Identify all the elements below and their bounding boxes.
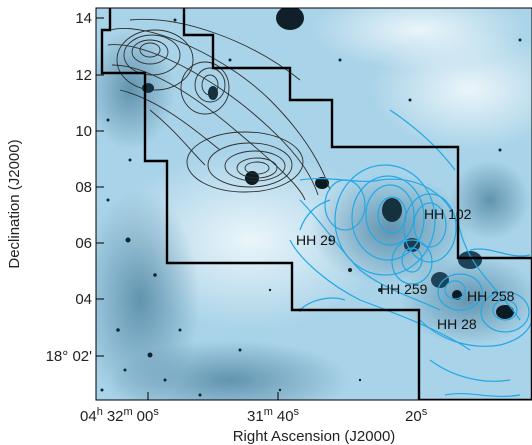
y-tick-label: 08 [75, 179, 92, 196]
x-tick-label-0432-00: 04h 32m 00s [80, 406, 159, 425]
x-tick-label-20: 20s [405, 406, 428, 425]
annotation-hh29: HH 29 [296, 232, 336, 248]
cyan-contours [289, 109, 532, 398]
annotation-hh102: HH 102 [424, 206, 472, 222]
y-ticks [96, 17, 104, 357]
annotation-hh258: HH 258 [467, 288, 515, 304]
y-tick-label: 04 [75, 291, 92, 308]
bright-star [276, 8, 304, 30]
annotation-hh259: HH 259 [380, 281, 428, 297]
image-frame [95, 7, 532, 401]
y-tick-label: 14 [75, 10, 92, 27]
y-tick-label: 18° 02' [46, 348, 93, 365]
x-axis-title: Right Ascension (J2000) [233, 428, 396, 445]
black-contours [107, 18, 331, 201]
y-tick-label: 06 [75, 235, 92, 252]
y-tick-label: 10 [75, 123, 92, 140]
annotation-hh28: HH 28 [437, 316, 477, 332]
sky-image [96, 8, 532, 400]
x-tick-label-3140: 31m 40s [247, 406, 300, 425]
survey-footprint [100, 8, 532, 400]
y-tick-label: 12 [75, 67, 92, 84]
x-ticks [147, 392, 420, 400]
y-axis-title: Declination (J2000) [6, 139, 23, 268]
